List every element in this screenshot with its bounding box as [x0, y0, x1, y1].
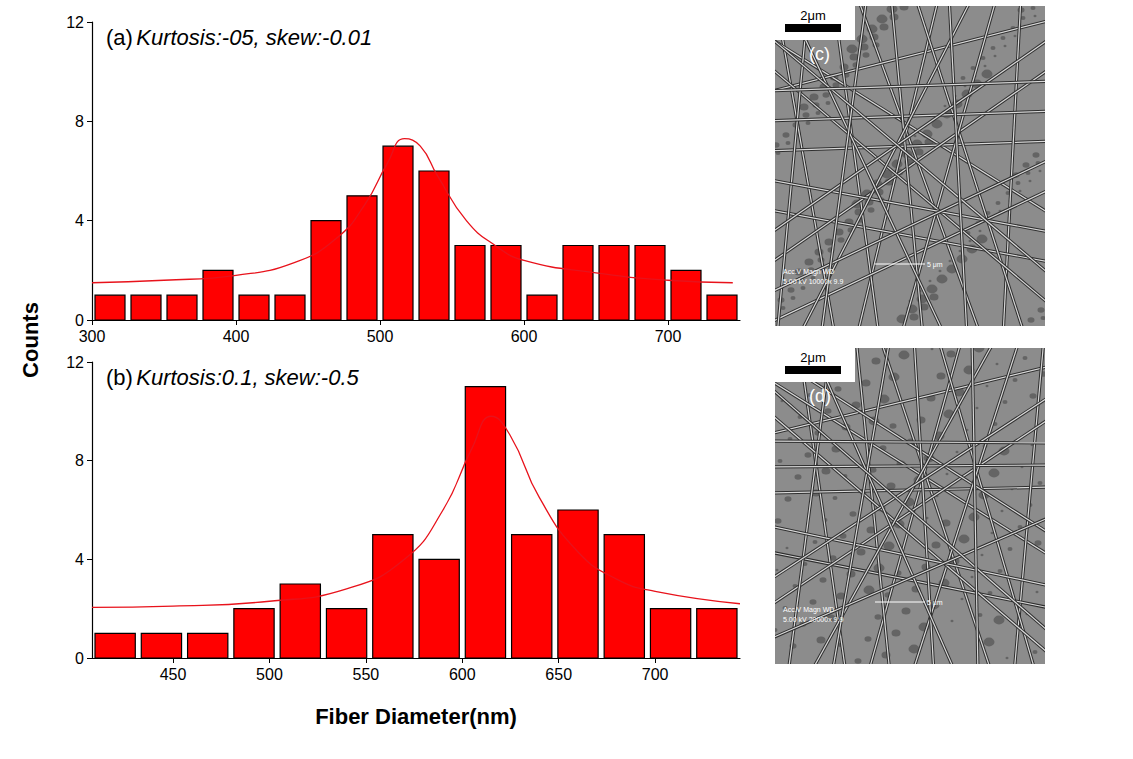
svg-text:2μm: 2μm [800, 8, 826, 23]
svg-text:2μm: 2μm [800, 350, 826, 365]
svg-text:(c): (c) [809, 44, 830, 64]
svg-text:5 μm: 5 μm [927, 599, 943, 607]
svg-text:0: 0 [75, 312, 84, 329]
svg-text:Acc.V Magn WD: Acc.V Magn WD [783, 606, 834, 614]
svg-text:Fiber Diameter(nm): Fiber Diameter(nm) [315, 704, 517, 729]
svg-text:500: 500 [367, 328, 394, 345]
svg-text:(a): (a) [106, 25, 133, 50]
svg-text:5.00 kV 10000x 9.9: 5.00 kV 10000x 9.9 [783, 278, 843, 285]
svg-text:12: 12 [66, 14, 84, 31]
svg-text:600: 600 [511, 328, 538, 345]
svg-text:8: 8 [75, 113, 84, 130]
svg-text:4: 4 [75, 212, 84, 229]
svg-text:(d): (d) [809, 386, 831, 406]
svg-text:0: 0 [75, 650, 84, 667]
svg-text:5 μm: 5 μm [927, 261, 943, 269]
svg-text:300: 300 [79, 328, 106, 345]
svg-text:500: 500 [256, 666, 283, 683]
svg-text:700: 700 [655, 328, 682, 345]
svg-text:Kurtosis:-05, skew:-0.01: Kurtosis:-05, skew:-0.01 [136, 25, 372, 50]
svg-text:700: 700 [642, 666, 669, 683]
svg-text:Kurtosis:0.1, skew:-0.5: Kurtosis:0.1, skew:-0.5 [136, 365, 359, 390]
svg-text:550: 550 [353, 666, 380, 683]
svg-text:600: 600 [449, 666, 476, 683]
svg-text:12: 12 [66, 354, 84, 371]
svg-text:8: 8 [75, 452, 84, 469]
svg-text:Counts: Counts [18, 302, 43, 378]
svg-text:5.00 kV 20000x 9.9: 5.00 kV 20000x 9.9 [783, 616, 843, 623]
svg-text:4: 4 [75, 551, 84, 568]
svg-text:400: 400 [223, 328, 250, 345]
svg-text:650: 650 [545, 666, 572, 683]
svg-text:450: 450 [160, 666, 187, 683]
svg-text:Acc.V Magn WD: Acc.V Magn WD [783, 268, 834, 276]
svg-text:(b): (b) [106, 365, 133, 390]
